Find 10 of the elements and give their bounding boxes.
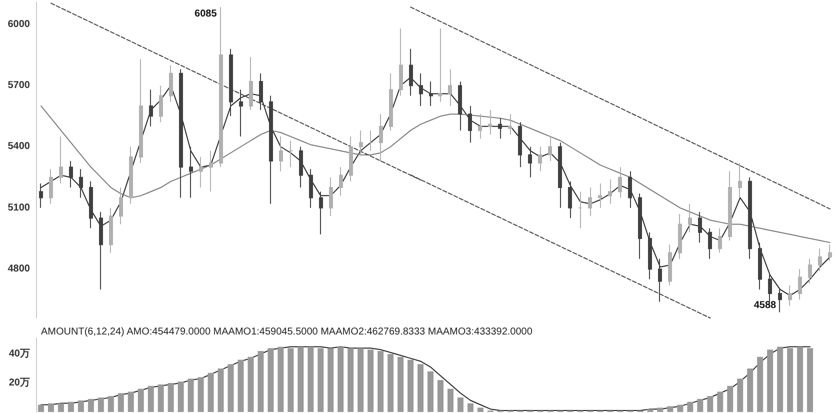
y-tick-label: 5100 xyxy=(8,202,30,214)
y-tick-label: 4800 xyxy=(8,264,30,275)
y-tick-label: 5700 xyxy=(8,80,30,92)
chart-title: AMOUNT(6,12,24) AMO:454479.0000 MAAMO1:459045.5000 MAAMO2:462769.8333 MAAMO3:433392.0000 xyxy=(41,326,533,338)
y-tick-label: 20万 xyxy=(8,377,30,388)
y-tick-label: 6000 xyxy=(8,18,30,30)
annotation: 4588 xyxy=(754,300,777,311)
y-tick-label: 5400 xyxy=(8,141,30,152)
annotation: 6085 xyxy=(194,8,218,20)
y-tick-label: 40万 xyxy=(8,348,30,360)
